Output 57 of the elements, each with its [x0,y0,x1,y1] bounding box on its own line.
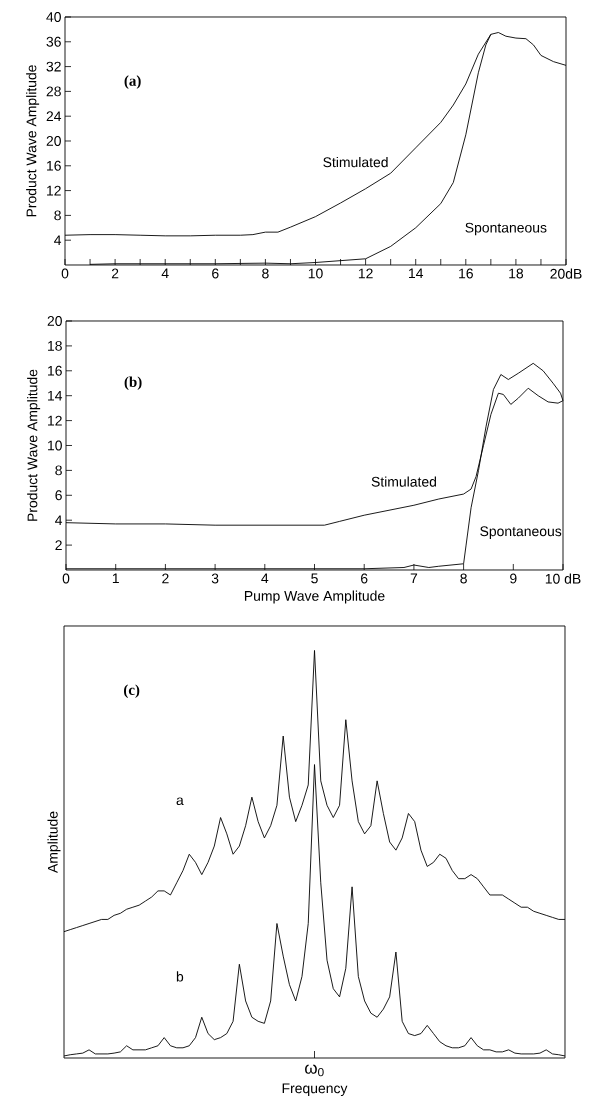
x-tick-label: 8 [262,268,269,279]
x-tick-label: 5 [311,573,318,584]
x-tick-label: 7 [410,573,418,584]
y-tick-label: 8 [55,465,62,476]
y-tick-label: 8 [54,210,61,221]
y-tick-label: 20 [46,136,61,146]
series-label: Stimulated [323,156,388,168]
x-tick-label: 6 [361,573,368,584]
x-tick-label: 3 [211,573,219,584]
y-tick-label: 28 [46,86,61,97]
y-tick-label: 6 [55,490,62,501]
y-tick-label: 24 [46,111,62,122]
x-tick-label: 18 [509,268,524,279]
x-tick-label: 8 [460,573,467,584]
text: a [176,797,184,806]
text: ω$_{0}$ [305,1064,324,1077]
x-tick-label: 4 [161,268,169,279]
text: Spontaneous [465,222,547,236]
x-tick-label: 2 [162,573,169,584]
x-axis-title: Pump Wave Amplitude [244,590,385,604]
y-axis-title: Product Wave Amplitude [27,369,41,521]
y-tick-label: 20 [47,316,62,326]
x-tick-label: 9 [510,573,517,584]
x-tick-label: 16 [459,268,473,279]
y-tick-label: 4 [54,235,62,245]
y-tick-label: 12 [47,185,61,196]
y-tick-label: 40 [46,12,61,22]
y-tick-label: 12 [48,415,62,426]
x-tick-label: 1 [112,573,119,584]
series-label: Spontaneous [480,526,562,539]
y-tick-label: 18 [48,340,62,351]
x-tick-label: 6 [212,268,219,279]
x-tick-label: 10 [308,268,323,279]
y-tick-label: 36 [46,36,61,47]
x-tick-label: 4 [261,573,269,584]
x-axis-title: Frequency [282,1083,348,1097]
y-tick-label: 14 [48,390,63,401]
y-axis-title: Amplitude [47,811,61,873]
x-tick-label: 10 dB [545,573,581,584]
x-tick-label: 0 [62,573,70,584]
annotation: (c) [124,684,140,698]
y-tick-label: 4 [55,515,63,525]
annotation: (a) [124,75,141,89]
x-tick-label: 12 [358,268,373,279]
series-label: Stimulated [371,476,437,487]
text: b [176,971,184,982]
y-tick-label: 16 [48,365,62,376]
x-tick-label: 20dB [550,268,582,279]
y-tick-label: 2 [55,540,62,550]
y-tick-label: 10 [48,440,62,451]
y-tick-label: 16 [47,160,61,171]
annotation: (b) [124,376,142,391]
x-tick-label: 0 [61,268,69,279]
y-axis-title: Product Wave Amplitude [26,65,40,217]
y-tick-label: 32 [46,61,61,72]
x-tick-label: 2 [111,268,119,279]
x-tick-label: 14 [409,268,424,279]
